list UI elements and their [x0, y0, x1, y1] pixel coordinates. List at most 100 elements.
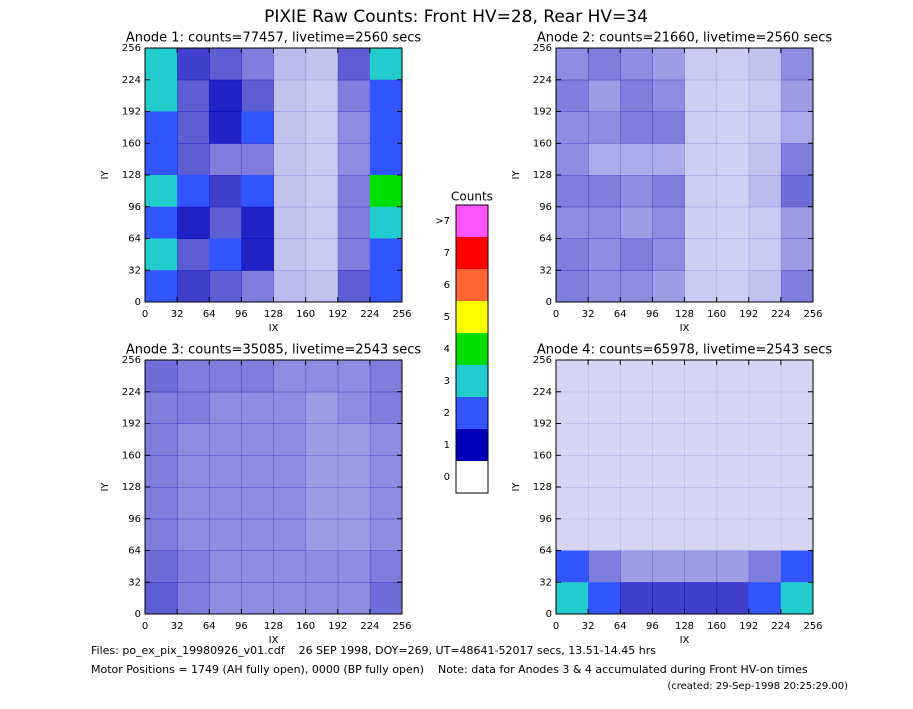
heatmap-cell [145, 206, 178, 239]
heatmap-cell [748, 360, 782, 393]
heatmap-cell [780, 48, 814, 81]
heatmap-cell [684, 79, 718, 112]
heatmap-cell [588, 111, 621, 144]
heatmap-cell [588, 206, 621, 239]
y-tick-label: 224 [533, 387, 552, 398]
heatmap-cell [620, 360, 653, 393]
heatmap-cell [273, 455, 307, 488]
heatmap-cell [177, 423, 210, 456]
y-tick-label: 160 [122, 450, 141, 461]
y-tick-label: 128 [533, 482, 552, 493]
heatmap-cell [652, 423, 685, 456]
colorbar-frame [455, 204, 489, 494]
y-tick-label: 0 [546, 609, 552, 620]
x-tick-label: 256 [392, 309, 411, 320]
heatmap-cell [556, 48, 589, 81]
colorbar-label: 1 [444, 440, 450, 451]
heatmap-cell [780, 391, 814, 424]
heatmap-cell [241, 550, 274, 583]
y-tick-label: 192 [122, 419, 141, 430]
y-axis-label: IY [511, 170, 522, 180]
heatmap-cell [273, 582, 307, 615]
heatmap-cell [305, 111, 339, 144]
y-tick-label: 224 [533, 75, 552, 86]
heatmap-cell [305, 206, 339, 239]
heatmap-cell [305, 360, 339, 393]
heatmap-cell [716, 423, 750, 456]
heatmap-cell [177, 111, 210, 144]
heatmap-cell [369, 360, 403, 393]
heatmap-cell [652, 582, 685, 615]
heatmap-cell [652, 270, 685, 303]
footer-created: (created: 29-Sep-1998 20:25:29.00) [667, 681, 848, 692]
heatmap-cell [620, 487, 653, 520]
y-tick-label: 128 [122, 170, 141, 181]
heatmap-cell [337, 143, 371, 176]
heatmap-cell [273, 206, 307, 239]
heatmap-cell [369, 455, 403, 488]
heatmap-cell [369, 48, 403, 81]
heatmap-cell [620, 423, 653, 456]
heatmap-cell [652, 143, 685, 176]
heatmap-cell [337, 360, 371, 393]
x-tick-label: 256 [392, 621, 411, 632]
heatmap-cell [684, 206, 718, 239]
panel-title: Anode 3: counts=35085, livetime=2543 sec… [126, 343, 422, 358]
heatmap-cell [369, 518, 403, 551]
x-tick-label: 32 [582, 621, 595, 632]
heatmap-cell [588, 423, 621, 456]
colorbar-title: Counts [451, 190, 493, 204]
heatmap-cell [780, 143, 814, 176]
heatmap-cell [209, 238, 242, 271]
heatmap-cell [684, 143, 718, 176]
y-tick-label: 128 [122, 482, 141, 493]
y-axis-label: IY [100, 482, 111, 492]
y-tick-label: 96 [539, 514, 552, 525]
heatmap-cell [337, 550, 371, 583]
colorbar-label: 7 [444, 248, 450, 259]
heatmap-cell [716, 79, 750, 112]
colorbar-swatch [456, 333, 488, 365]
x-tick-label: 160 [296, 309, 315, 320]
heatmap-cell [337, 391, 371, 424]
heatmap-cell [305, 550, 339, 583]
heatmap-cell [337, 175, 371, 208]
heatmap-cell [556, 206, 589, 239]
heatmap-cell [780, 487, 814, 520]
heatmap-cell [273, 175, 307, 208]
colorbar-swatch [456, 205, 488, 237]
heatmap-cell [241, 391, 274, 424]
y-tick-label: 32 [128, 265, 141, 276]
heatmap-cell [145, 238, 178, 271]
y-tick-label: 96 [128, 202, 141, 213]
heatmap-cell [620, 143, 653, 176]
heatmap-cell [177, 270, 210, 303]
y-tick-label: 160 [533, 138, 552, 149]
heatmap-cell [177, 582, 210, 615]
heatmap-cell [684, 550, 718, 583]
heatmap-cell [209, 487, 242, 520]
heatmap-cell [748, 206, 782, 239]
colorbar-label: 0 [444, 472, 450, 483]
x-tick-label: 192 [739, 621, 758, 632]
y-axis-label: IY [511, 482, 522, 492]
heatmap-cell [273, 391, 307, 424]
colorbar-swatch [456, 365, 488, 397]
heatmap-cell [684, 270, 718, 303]
y-tick-label: 64 [128, 546, 141, 557]
heatmap-cell [177, 360, 210, 393]
x-tick-label: 160 [296, 621, 315, 632]
heatmap-cell [209, 175, 242, 208]
heatmap-cell [556, 360, 589, 393]
heatmap-cell [241, 48, 274, 81]
heatmap-cell [305, 238, 339, 271]
heatmap-cell [780, 111, 814, 144]
x-tick-label: 192 [328, 309, 347, 320]
heatmap-cell [241, 270, 274, 303]
heatmap-cell [177, 550, 210, 583]
heatmap-cell [716, 206, 750, 239]
heatmap-cell [273, 238, 307, 271]
heatmap-cell [556, 238, 589, 271]
y-tick-label: 96 [539, 202, 552, 213]
